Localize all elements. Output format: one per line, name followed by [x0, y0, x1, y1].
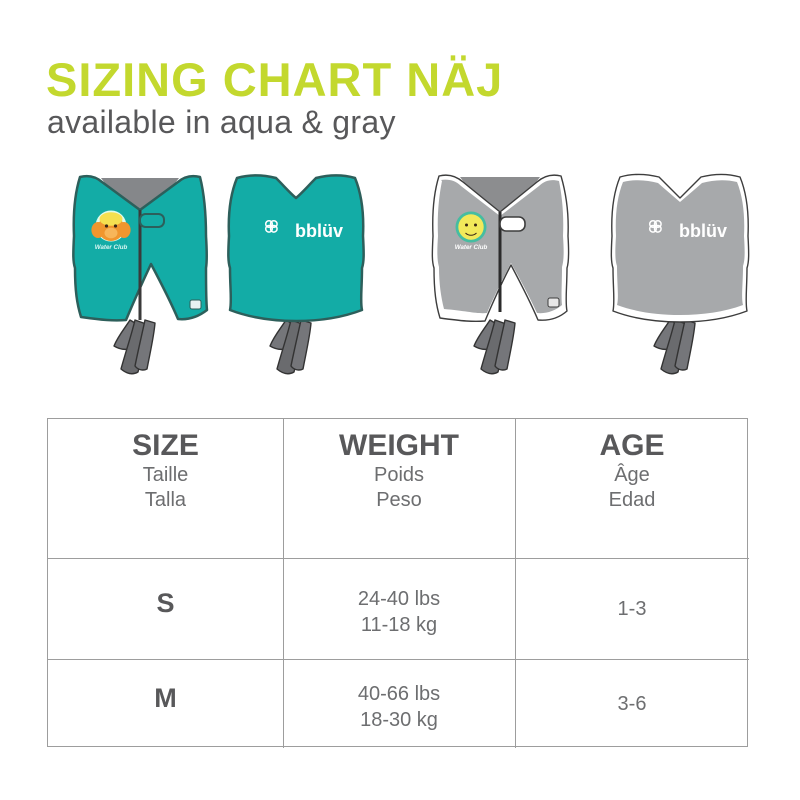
svg-text:bblüv: bblüv: [679, 221, 727, 241]
svg-text:bblüv: bblüv: [295, 221, 343, 241]
